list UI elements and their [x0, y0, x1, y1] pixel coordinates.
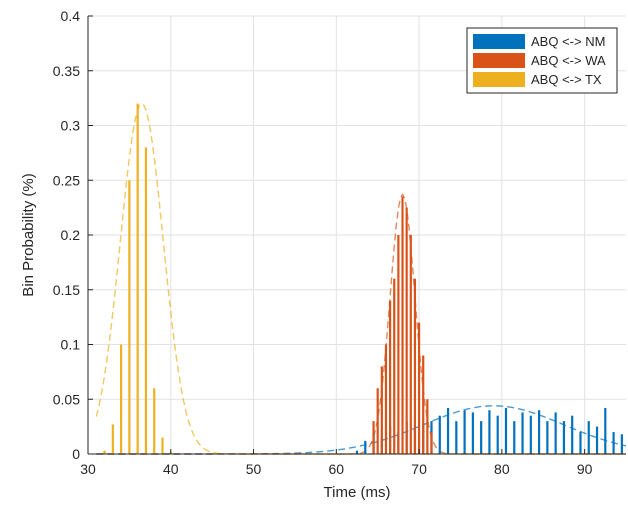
y-tick-label-7: 0.35 — [53, 63, 80, 79]
legend-label-0: ABQ <-> NM — [531, 34, 605, 49]
histogram-bars — [103, 103, 623, 454]
grid — [88, 15, 626, 454]
y-tick-label-1: 0.05 — [53, 391, 80, 407]
legend: ABQ <-> NM ABQ <-> WA ABQ <-> TX — [466, 27, 618, 94]
y-tick-label-4: 0.2 — [61, 227, 81, 243]
y-tick-label-5: 0.25 — [53, 172, 80, 188]
tick-labels: 30 40 50 60 70 80 90 0 0.05 0.1 0.15 0.2 0.25 0.3 0.35… — [53, 8, 593, 477]
y-tick-label-3: 0.15 — [53, 282, 80, 298]
x-tick-label-2: 50 — [246, 461, 262, 477]
y-tick-label-8: 0.4 — [61, 8, 81, 24]
y-tick-label-6: 0.3 — [61, 118, 81, 134]
y-axis-label: Bin Probability (%) — [20, 173, 37, 296]
legend-swatch-0 — [473, 34, 525, 49]
legend-swatch-1 — [473, 53, 525, 68]
x-tick-label-5: 80 — [494, 461, 510, 477]
x-axis-label: Time (ms) — [324, 484, 391, 501]
x-tick-label-4: 70 — [411, 461, 427, 477]
y-tick-label-0: 0 — [72, 446, 80, 462]
legend-label-2: ABQ <-> TX — [531, 72, 602, 87]
legend-label-1: ABQ <-> WA — [531, 53, 606, 68]
legend-swatch-2 — [473, 72, 525, 87]
x-tick-label-0: 30 — [80, 461, 96, 477]
x-tick-label-6: 90 — [577, 461, 593, 477]
y-tick-label-2: 0.1 — [61, 337, 81, 353]
x-tick-label-1: 40 — [163, 461, 179, 477]
x-tick-label-3: 60 — [329, 461, 345, 477]
axes — [87, 15, 626, 455]
